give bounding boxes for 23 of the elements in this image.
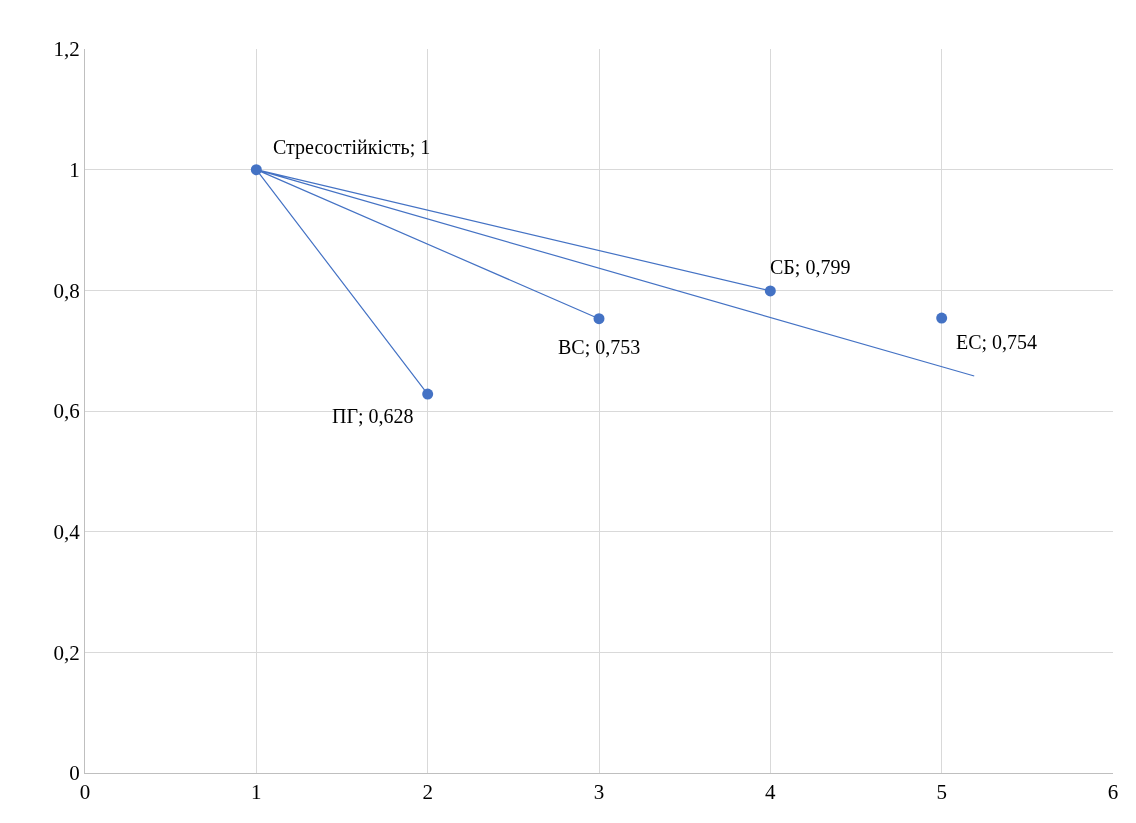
data-label: СБ; 0,799	[770, 256, 851, 278]
y-tick-label: 0	[69, 761, 80, 786]
data-label: ЕС; 0,754	[956, 331, 1038, 353]
data-label: ВС; 0,753	[558, 336, 641, 358]
y-tick-label: 0,8	[53, 278, 80, 303]
point	[936, 312, 948, 324]
point	[593, 313, 605, 325]
y-tick-label: 0,2	[53, 640, 80, 665]
x-tick-label: 4	[765, 780, 777, 805]
point	[250, 164, 262, 176]
data-label: Стресостійкість; 1	[273, 136, 431, 159]
data-label: ПГ; 0,628	[332, 405, 414, 427]
y-tick-label: 1,2	[53, 37, 80, 62]
y-tick-label: 0,4	[53, 520, 81, 545]
x-tick-label: 6	[1107, 780, 1119, 805]
y-tick-label: 0,6	[53, 399, 80, 424]
y-tick-label: 1	[69, 158, 80, 183]
point	[422, 388, 434, 400]
x-tick-label: 1	[251, 780, 262, 805]
point	[764, 285, 776, 297]
x-tick-label: 2	[422, 780, 433, 805]
x-tick-label: 5	[936, 780, 947, 805]
x-tick-label: 3	[593, 780, 605, 805]
